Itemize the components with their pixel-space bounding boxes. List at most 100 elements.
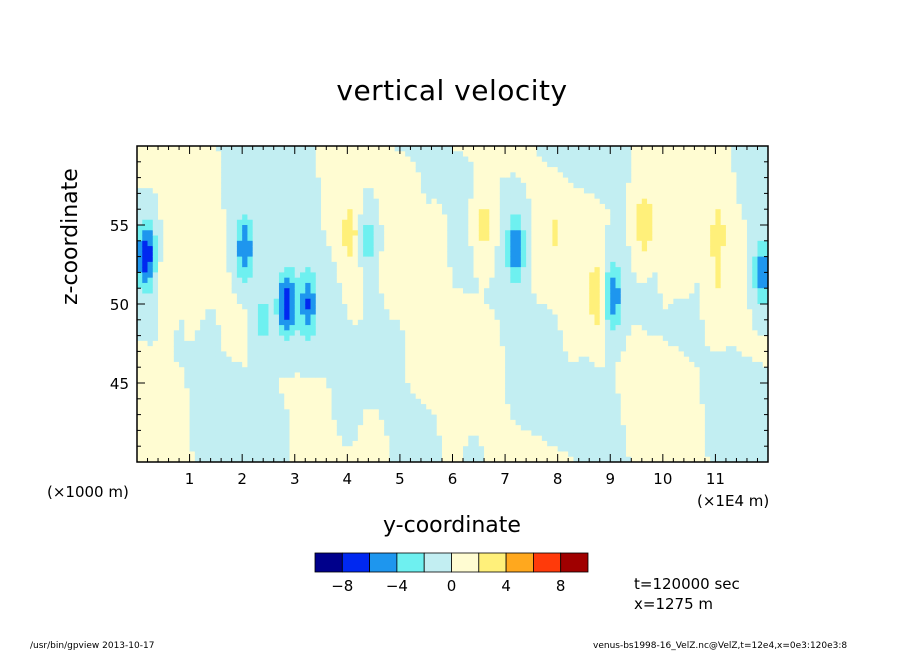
heatmap-cell — [352, 414, 359, 421]
heatmap-cell — [326, 430, 332, 437]
heatmap-cell — [389, 440, 396, 447]
heatmap-cell — [347, 309, 353, 315]
heatmap-cell — [247, 272, 254, 279]
heatmap-cell — [173, 430, 180, 437]
heatmap-cell — [194, 372, 201, 379]
heatmap-cell — [431, 240, 438, 247]
heatmap-cell — [394, 398, 401, 405]
heatmap-cell — [184, 177, 190, 184]
heatmap-cell — [221, 219, 227, 226]
heatmap-cell — [300, 351, 306, 358]
heatmap-cell — [363, 456, 369, 463]
heatmap-cell — [273, 367, 280, 373]
heatmap-cell — [363, 409, 369, 415]
heatmap-cell — [399, 293, 406, 300]
heatmap-cell — [300, 319, 306, 326]
heatmap-cell — [336, 388, 343, 394]
heatmap-cell — [189, 346, 196, 352]
heatmap-cell — [321, 256, 327, 263]
heatmap-cell — [410, 372, 417, 379]
heatmap-cell — [215, 398, 222, 405]
heatmap-cell — [415, 203, 422, 210]
heatmap-cell — [205, 214, 212, 221]
heatmap-cell — [347, 330, 353, 336]
heatmap-cell — [431, 393, 438, 400]
heatmap-cell — [315, 319, 322, 326]
heatmap-cell — [494, 293, 501, 300]
heatmap-cell — [415, 319, 422, 326]
heatmap-cell — [441, 167, 448, 173]
heatmap-cell — [321, 456, 327, 463]
heatmap-cell — [168, 167, 175, 173]
heatmap-cell — [215, 393, 222, 400]
heatmap-cell — [231, 277, 238, 284]
heatmap-cell — [499, 193, 506, 200]
heatmap-cell — [210, 340, 217, 347]
heatmap-cell — [436, 177, 443, 184]
heatmap-cell — [436, 367, 443, 373]
heatmap-cell — [510, 282, 516, 289]
heatmap-cell — [573, 177, 580, 184]
heatmap-cell — [189, 161, 196, 168]
heatmap-cell — [447, 230, 453, 236]
heatmap-cell — [147, 161, 154, 168]
heatmap-cell — [547, 219, 553, 226]
heatmap-cell — [231, 319, 238, 326]
heatmap-cell — [489, 198, 495, 205]
heatmap-cell — [252, 198, 259, 205]
heatmap-cell — [189, 319, 196, 326]
heatmap-cell — [547, 298, 553, 305]
heatmap-cell — [189, 156, 196, 163]
heatmap-cell — [137, 246, 143, 252]
heatmap-cell — [205, 330, 212, 336]
heatmap-cell — [294, 451, 301, 458]
heatmap-cell — [336, 177, 343, 184]
heatmap-cell — [326, 388, 332, 394]
heatmap-cell — [389, 146, 396, 152]
heatmap-cell — [226, 325, 233, 331]
heatmap-cell — [531, 393, 538, 400]
heatmap-cell — [352, 193, 359, 200]
heatmap-cell — [194, 325, 201, 331]
heatmap-cell — [399, 298, 406, 305]
heatmap-cell — [289, 456, 296, 463]
heatmap-cell — [457, 272, 464, 279]
heatmap-cell — [142, 251, 148, 257]
heatmap-cell — [405, 151, 411, 157]
heatmap-cell — [447, 435, 453, 442]
heatmap-cell — [342, 419, 348, 426]
heatmap-cell — [510, 425, 516, 431]
heatmap-cell — [505, 304, 511, 310]
heatmap-cell — [257, 340, 264, 347]
heatmap-cell — [184, 346, 190, 352]
heatmap-cell — [405, 356, 411, 363]
heatmap-cell — [478, 267, 485, 273]
heatmap-cell — [152, 335, 159, 342]
heatmap-cell — [231, 214, 238, 221]
heatmap-cell — [457, 161, 464, 168]
heatmap-cell — [515, 325, 522, 331]
heatmap-cell — [168, 309, 175, 315]
heatmap-cell — [347, 235, 353, 242]
heatmap-cell — [405, 277, 411, 284]
heatmap-cell — [352, 267, 359, 273]
heatmap-cell — [184, 293, 190, 300]
heatmap-cell — [173, 346, 180, 352]
heatmap-cell — [305, 351, 311, 358]
heatmap-cell — [384, 419, 390, 426]
heatmap-cell — [426, 425, 432, 431]
heatmap-cell — [557, 304, 564, 310]
heatmap-cell — [300, 414, 306, 421]
heatmap-cell — [562, 146, 569, 152]
heatmap-cell — [405, 404, 411, 410]
heatmap-cell — [389, 351, 396, 358]
heatmap-cell — [463, 203, 469, 210]
heatmap-cell — [499, 272, 506, 279]
heatmap-cell — [536, 230, 543, 236]
heatmap-cell — [294, 272, 301, 279]
heatmap-cell — [552, 440, 559, 447]
heatmap-cell — [531, 346, 538, 352]
heatmap-cell — [484, 456, 490, 463]
heatmap-cell — [484, 340, 490, 347]
heatmap-cell — [226, 256, 233, 263]
